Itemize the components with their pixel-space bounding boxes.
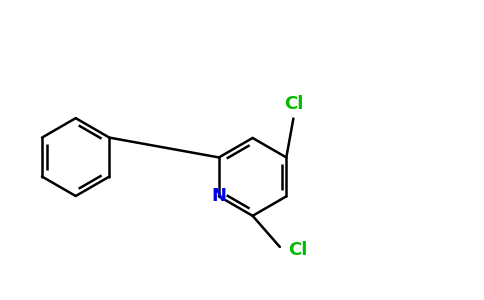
Text: Cl: Cl xyxy=(288,242,308,260)
Text: N: N xyxy=(212,188,227,206)
Text: Cl: Cl xyxy=(284,95,303,113)
